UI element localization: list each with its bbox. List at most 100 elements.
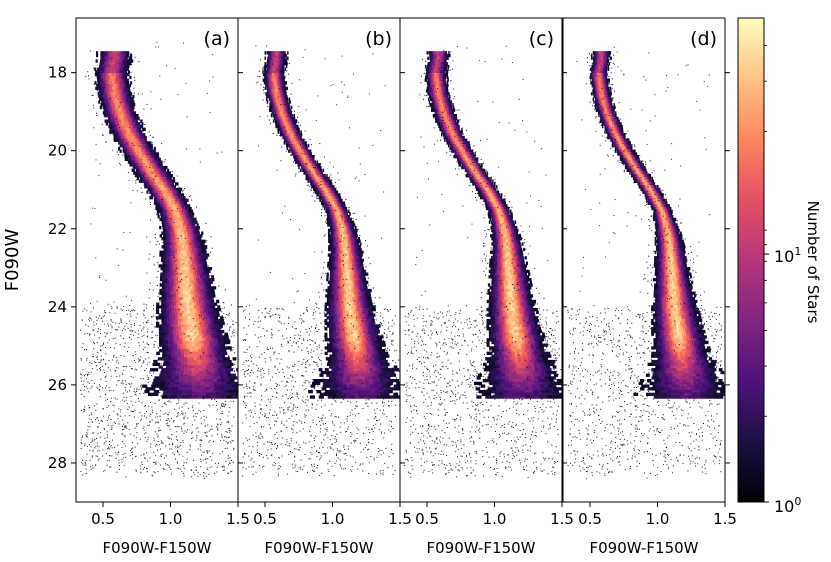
density-bin	[165, 245, 168, 249]
density-bin	[179, 376, 184, 380]
field-star	[164, 402, 166, 404]
edge-star	[168, 255, 170, 257]
field-star	[303, 465, 305, 467]
density-bin	[172, 242, 176, 246]
density-bin	[209, 316, 213, 320]
field-star	[116, 329, 118, 331]
density-bin	[171, 269, 174, 274]
density-bin	[110, 70, 113, 74]
density-bin	[107, 56, 110, 60]
density-bin	[163, 174, 166, 178]
density-bin	[174, 215, 177, 219]
density-bin	[188, 302, 192, 306]
density-bin	[161, 308, 165, 312]
field-star	[114, 329, 116, 331]
field-star	[80, 470, 82, 472]
density-bin	[158, 327, 163, 331]
edge-star	[234, 363, 236, 365]
density-bin	[161, 299, 165, 304]
density-bin	[158, 168, 161, 172]
density-bin	[202, 245, 206, 249]
field-star	[303, 339, 305, 341]
field-star	[300, 459, 302, 461]
density-bin	[208, 283, 211, 287]
density-bin	[124, 135, 127, 140]
field-star	[194, 474, 196, 476]
field-star	[134, 362, 136, 364]
field-star	[186, 452, 188, 454]
density-bin	[179, 239, 182, 243]
density-bin	[119, 130, 122, 134]
density-bin	[164, 387, 170, 391]
field-star	[276, 385, 277, 387]
density-bin	[122, 81, 125, 85]
field-star	[124, 415, 126, 417]
field-star	[199, 445, 201, 447]
density-bin	[180, 215, 183, 219]
density-bin	[173, 338, 178, 342]
density-bin	[164, 291, 168, 295]
density-bin	[181, 327, 185, 331]
density-bin	[136, 127, 139, 131]
density-bin	[182, 196, 185, 200]
density-bin	[194, 269, 198, 274]
field-star	[269, 310, 271, 312]
density-bin	[190, 354, 194, 358]
density-bin	[172, 316, 176, 320]
density-bin	[169, 365, 174, 369]
density-bin	[109, 119, 112, 123]
density-bin	[205, 387, 211, 391]
density-bin	[189, 283, 193, 287]
density-bin	[191, 305, 195, 309]
density-bin	[145, 171, 148, 175]
density-bin	[211, 302, 215, 306]
field-star	[115, 356, 117, 358]
density-bin	[180, 209, 183, 213]
density-bin	[195, 228, 198, 233]
field-star	[144, 317, 146, 319]
density-bin	[213, 349, 218, 353]
density-bin	[113, 70, 116, 74]
density-bin	[151, 185, 154, 189]
density-bin	[110, 103, 113, 107]
density-bin	[128, 127, 131, 131]
edge-star	[164, 169, 166, 171]
density-bin	[107, 51, 110, 55]
field-star	[182, 414, 184, 416]
density-bin	[127, 144, 130, 148]
density-bin	[179, 209, 182, 213]
density-bin	[199, 272, 203, 276]
density-bin	[152, 190, 155, 194]
field-star	[270, 347, 271, 349]
density-bin	[188, 294, 192, 298]
field-star	[277, 368, 279, 370]
field-star	[302, 362, 304, 364]
field-star	[129, 415, 131, 417]
density-bin	[156, 206, 159, 211]
density-bin	[140, 152, 143, 156]
density-bin	[164, 370, 169, 375]
field-star	[225, 400, 227, 402]
density-bin	[128, 119, 131, 123]
density-bin	[194, 217, 197, 222]
density-bin	[137, 116, 140, 121]
field-star	[173, 420, 175, 422]
density-bin	[168, 198, 171, 202]
density-bin	[164, 280, 168, 284]
density-bin	[181, 305, 185, 309]
edge-star	[128, 172, 129, 174]
density-bin	[189, 220, 192, 224]
density-bin	[106, 89, 109, 93]
density-bin	[177, 392, 183, 396]
density-bin	[172, 370, 177, 375]
density-bin	[195, 349, 200, 353]
density-bin	[121, 75, 124, 80]
field-star	[312, 422, 314, 424]
density-bin	[161, 286, 165, 290]
density-bin	[122, 144, 125, 148]
density-bin	[194, 308, 198, 312]
edge-star	[119, 163, 121, 165]
density-bin	[123, 119, 126, 123]
density-bin	[178, 250, 182, 254]
